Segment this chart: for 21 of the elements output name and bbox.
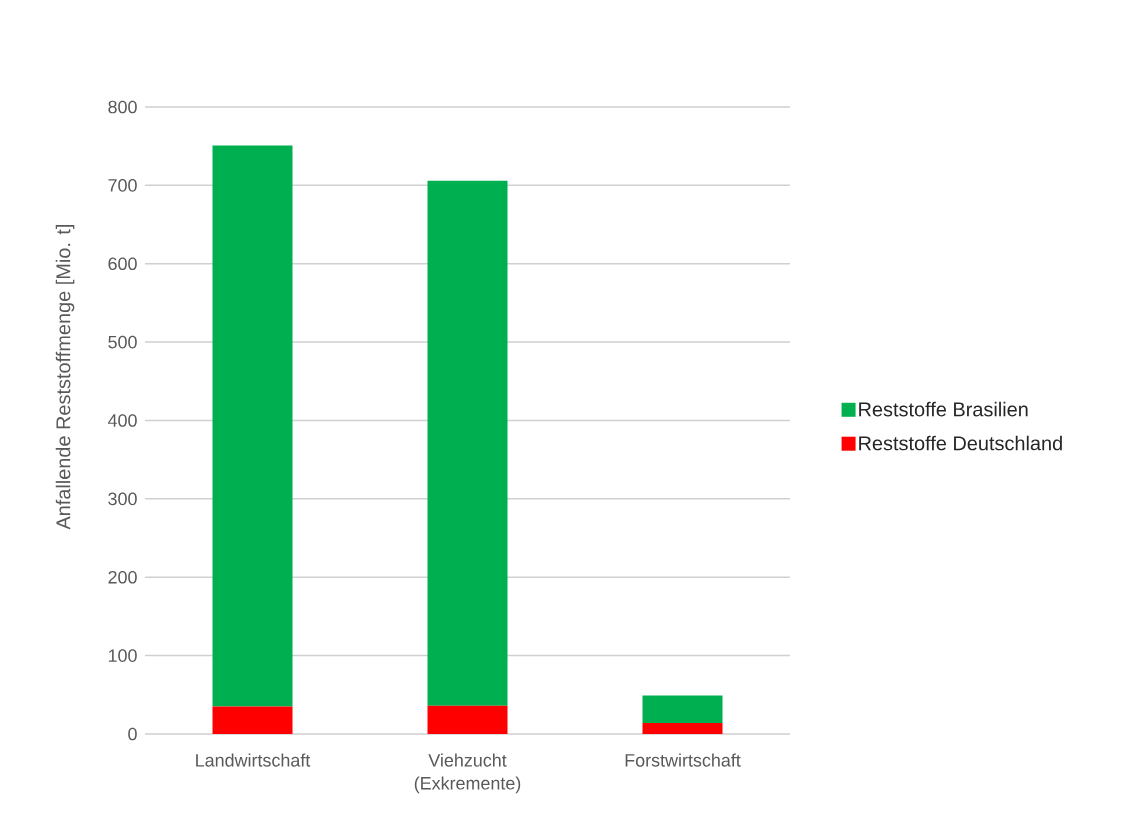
bar: [427, 705, 508, 734]
bar: [642, 695, 723, 724]
y-tick-label: 200: [108, 570, 137, 584]
y-tick-label: 400: [107, 414, 137, 427]
y-axis-title: Anfallende Reststoffmenge [Mio. t]: [55, 225, 75, 530]
y-tick-label: 800: [108, 100, 137, 114]
legend-label: Reststoffe Deutschland: [859, 435, 1062, 451]
bar: [427, 180, 508, 706]
bar: [642, 723, 723, 734]
bar: [212, 706, 293, 734]
x-tick-label: Forstwirtschaft: [625, 753, 741, 767]
y-tick-label: 0: [128, 727, 137, 741]
y-tick-label: 700: [108, 179, 137, 192]
legend-label: Reststoffe Brasilien: [859, 401, 1028, 417]
y-tick-label: 600: [108, 257, 137, 271]
y-tick-label: 300: [108, 492, 137, 506]
x-tick-label: Viehzucht (Exkremente): [414, 753, 521, 794]
x-tick-label: Landwirtschaft: [196, 753, 311, 767]
y-tick-label: 100: [108, 649, 137, 662]
bar: [212, 145, 293, 707]
y-tick-label: 500: [108, 335, 137, 349]
